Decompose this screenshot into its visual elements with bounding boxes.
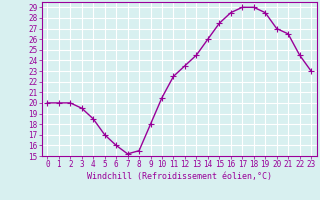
X-axis label: Windchill (Refroidissement éolien,°C): Windchill (Refroidissement éolien,°C) <box>87 172 272 181</box>
